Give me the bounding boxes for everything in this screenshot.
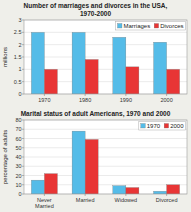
text-line: Marital status of adult Americans, 1970 … [21,110,171,118]
bar [85,139,98,194]
y-axis-label: percentage of adults [2,130,8,184]
legend-frame [139,122,186,131]
chart: Number of marriages and divorces in the … [2,2,188,103]
y-tick-label: 2.5 [14,29,22,35]
y-tick-label: 10 [15,182,21,188]
plot-frame [24,20,187,94]
chart-title: Marital status of adult Americans, 1970 … [21,110,171,118]
bar [113,37,126,94]
grid-line [24,166,187,167]
bar [85,59,98,94]
bar [126,188,139,194]
y-tick-label: 50 [15,145,21,151]
plot-area [24,20,187,94]
legend-frame [115,22,185,31]
text-line: Married [35,203,54,209]
bar [44,174,57,194]
y-tick-label: 0 [18,191,21,197]
grid-line [24,32,187,33]
text-line: Married [76,197,95,203]
grid-line [24,157,187,158]
x-tick-label: NeverMarried [35,197,54,210]
x-tick-label: 1970 [38,97,50,103]
legend-swatch [117,24,122,29]
y-tick-label: 20 [15,173,21,179]
text-line: 1980 [79,97,91,103]
x-tick-label: Divorced [156,197,178,203]
x-tick-label: 2000 [161,97,173,103]
bar [167,69,180,94]
legend-label: 1970 [147,123,161,129]
y-tick-label: 0.5 [14,79,22,85]
text-line: 1970-2000 [80,10,111,17]
y-tick-label: 1.5 [14,54,22,60]
plot-area [24,120,187,194]
legend: Marriages Divorces [115,22,185,31]
y-tick-label: 70 [15,126,21,132]
text-line: Widowed [115,197,138,203]
bars [31,131,179,194]
grid-line [24,138,187,139]
x-tick-label: 1990 [120,97,132,103]
plot-frame [24,120,187,194]
bar [113,186,126,194]
legend-label: Divorces [160,23,183,29]
y-axis-label: millions [2,47,8,67]
bar [126,67,139,94]
y-tick-label: 80 [15,117,21,123]
x-tick-label: Widowed [115,197,138,203]
y-tick-label: 3 [18,17,21,23]
legend-label: 2000 [170,123,184,129]
x-tick-label: Married [76,197,95,203]
text-line: Never [37,197,52,203]
text-line: Divorced [156,197,178,203]
text-line: 1970 [38,97,50,103]
x-tick-label: 1980 [79,97,91,103]
y-tick-label: 60 [15,136,21,142]
legend-label: Marriages [123,23,150,29]
text-line: 1990 [120,97,132,103]
chart-title: Number of marriages and divorces in the … [24,2,168,17]
legend-swatch [164,124,169,129]
bar [154,191,167,194]
grid-line [24,147,187,148]
legend-swatch [141,124,146,129]
y-tick-label: 0 [18,91,21,97]
text-line: 2000 [161,97,173,103]
bar [31,180,44,194]
legend-swatch [154,24,159,29]
chart: Marital status of adult Americans, 1970 … [2,110,188,210]
bar [31,32,44,94]
bar [72,131,85,194]
y-tick-label: 30 [15,163,21,169]
y-tick-label: 40 [15,154,21,160]
bar [154,42,167,94]
bars [31,32,179,94]
bar [167,185,180,194]
y-tick-label: 1 [18,66,21,72]
background [0,0,191,212]
bar [44,69,57,94]
legend: 1970 2000 [139,122,186,131]
bar [72,32,85,94]
y-tick-label: 2 [18,42,21,48]
chart-figure: Number of marriages and divorces in the … [0,0,191,212]
